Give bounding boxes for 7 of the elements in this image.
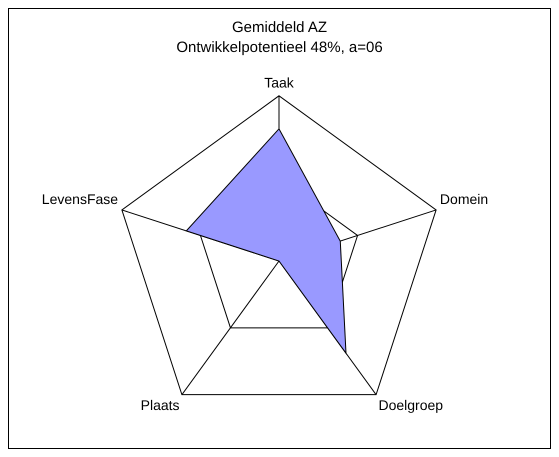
spoke-label: Plaats xyxy=(140,397,180,414)
spoke-label: Doelgroep xyxy=(378,397,444,414)
spoke-label: LevensFase xyxy=(42,191,118,208)
spoke-label: Domein xyxy=(440,191,488,208)
chart-title: Gemiddeld AZ xyxy=(232,19,328,36)
chart-subtitle: Ontwikkelpotentieel 48%, a=06 xyxy=(176,39,383,56)
spoke-label: Taak xyxy=(264,74,295,90)
